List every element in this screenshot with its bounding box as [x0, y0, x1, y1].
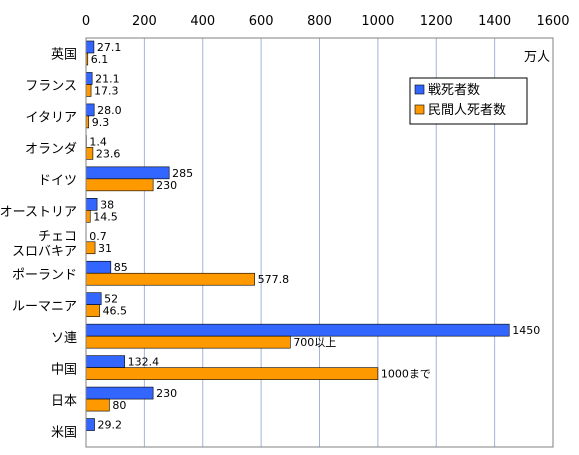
- bar-series-1: [85, 418, 95, 431]
- category-label: ルーマニア: [12, 299, 77, 314]
- bars: [85, 40, 510, 431]
- category-label: 中国: [51, 362, 77, 377]
- data-label: 230: [156, 179, 177, 192]
- data-label: 577.8: [258, 273, 290, 286]
- category-label: ソ連: [51, 331, 77, 346]
- data-label: 14.5: [93, 210, 118, 223]
- x-tick-label: 600: [249, 14, 274, 29]
- legend: 戦死者数 民間人死者数: [409, 77, 528, 125]
- bar-series-2: [85, 335, 291, 349]
- x-tick-label: 800: [307, 14, 332, 29]
- data-label: 285: [172, 167, 193, 180]
- data-label: 230: [156, 387, 177, 400]
- data-label: 0.7: [89, 230, 107, 243]
- data-label: 38: [100, 198, 114, 211]
- data-label: 80: [112, 399, 126, 412]
- legend-label-series-1: 戦死者数: [428, 83, 480, 98]
- bar-series-2: [85, 210, 91, 223]
- bar-series-2: [85, 178, 154, 192]
- bar-series-2: [85, 367, 379, 380]
- data-label: 23.6: [96, 147, 121, 160]
- category-label: フランス: [25, 79, 77, 94]
- x-tick-label: 1200: [420, 14, 453, 29]
- category-labels: 英国フランスイタリアオランダドイツオーストリアチェコスロバキアポーランドルーマニ…: [0, 48, 77, 441]
- bar-series-2: [85, 147, 94, 160]
- data-label: 46.5: [103, 305, 128, 318]
- data-label: 9.3: [92, 116, 110, 129]
- data-label: 6.1: [91, 53, 109, 66]
- category-label: 日本: [51, 394, 77, 409]
- category-label: 英国: [51, 48, 77, 63]
- category-label: チェコ: [38, 230, 77, 245]
- data-labels: 27.1 21.1 28.0 1.4 285 38 0.7 85 52 1450 132.4 230 2…: [89, 41, 540, 432]
- data-label: 700以上: [293, 336, 336, 349]
- unit-label: 万人: [524, 50, 550, 65]
- x-tick-label: 0: [82, 14, 90, 29]
- category-label: スロバキア: [12, 245, 77, 260]
- bar-series-1: [85, 386, 154, 400]
- bar-series-2: [85, 304, 100, 317]
- bar-series-1: [85, 166, 170, 180]
- x-axis-ticks: 0 200 400 600 800 1000 1200 1400 1600: [82, 14, 570, 29]
- data-label: 27.1: [97, 41, 122, 54]
- bar-series-2: [85, 241, 96, 255]
- bar-series-1: [85, 260, 112, 274]
- bar-series-1: [85, 355, 125, 368]
- data-label: 1450: [512, 324, 540, 337]
- category-label: 米国: [51, 425, 77, 440]
- data-label: 52: [104, 293, 118, 306]
- data-label: 31: [98, 242, 112, 255]
- x-tick-label: 400: [190, 14, 215, 29]
- bar-series-1: [85, 103, 95, 117]
- data-label: 21.1: [95, 72, 120, 85]
- category-label: オーストリア: [0, 205, 77, 220]
- data-label: 1000まで: [381, 368, 431, 381]
- bar-series-1: [85, 72, 93, 85]
- x-tick-label: 200: [132, 14, 157, 29]
- data-label: 132.4: [128, 356, 160, 369]
- bar-series-2: [85, 272, 255, 286]
- legend-swatch-series-1: [414, 84, 425, 95]
- category-label: オランダ: [25, 142, 77, 157]
- bar-series-1: [85, 198, 98, 211]
- data-label: 17.3: [94, 84, 119, 97]
- bar-series-1: [85, 292, 102, 305]
- category-label: ドイツ: [38, 174, 77, 189]
- data-label: 28.0: [97, 104, 122, 117]
- legend-label-series-2: 民間人死者数: [428, 103, 506, 118]
- legend-swatch-series-2: [414, 104, 425, 115]
- legend-box: [409, 77, 528, 125]
- plot-border: [85, 37, 554, 448]
- x-tick-label: 1400: [478, 14, 511, 29]
- bar-series-1: [85, 323, 510, 337]
- bar-series-1: [85, 40, 95, 54]
- data-label: 1.4: [89, 135, 107, 148]
- x-tick-label: 1600: [536, 14, 569, 29]
- x-tick-label: 1000: [361, 14, 394, 29]
- category-label: ポーランド: [12, 268, 77, 283]
- bar-series-2: [85, 84, 92, 97]
- bar-series-2: [85, 398, 110, 412]
- data-label: 29.2: [98, 419, 123, 432]
- category-label: イタリア: [26, 111, 77, 126]
- data-label: 85: [114, 261, 128, 274]
